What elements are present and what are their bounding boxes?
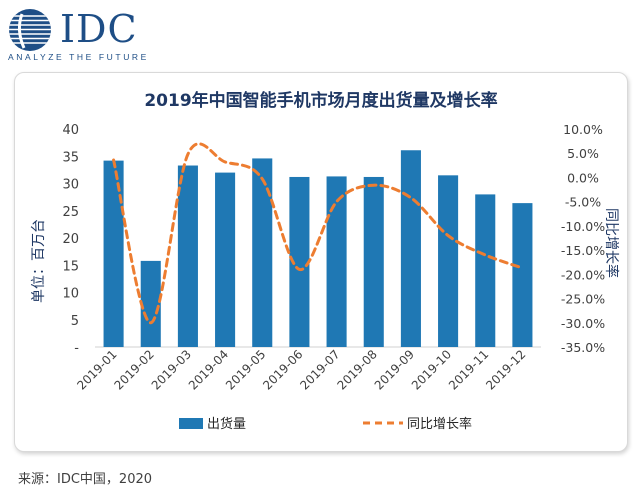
idc-globe-icon (9, 9, 51, 51)
y2-tick-label: -30.0% (561, 316, 605, 331)
y-tick-label: 35 (62, 150, 79, 165)
x-tick-label: 2019-11 (446, 347, 491, 392)
bar (177, 165, 198, 347)
bar (400, 150, 421, 347)
y2-tick-label: -20.0% (561, 267, 605, 282)
x-tick-label: 2019-06 (260, 347, 305, 392)
chart: 2019年中国智能手机市场月度出货量及增长率 2019-012019-02201… (31, 90, 620, 432)
x-tick-label: 2019-12 (483, 347, 528, 392)
logo-tagline: ANALYZE THE FUTURE (8, 52, 149, 62)
x-tick-label: 2019-03 (149, 347, 194, 392)
y2-tick-label: 10.0% (563, 122, 603, 137)
y2-tick-label: 0.0% (567, 170, 599, 185)
y-tick-label: - (74, 341, 79, 356)
x-tick-label: 2019-01 (74, 347, 119, 392)
bar (438, 175, 459, 347)
y2-axis-tick-labels: -35.0% -30.0% -25.0% -20.0% -15.0% -10.0% -5.0… (561, 122, 605, 355)
y-tick-label: 25 (62, 205, 79, 220)
y-tick-label: 5 (71, 314, 79, 329)
x-axis-tick-labels: 2019-012019-022019-032019-042019-052019-… (74, 347, 528, 392)
bar (475, 194, 496, 347)
bar (103, 160, 124, 347)
chart-title: 2019年中国智能手机市场月度出货量及增长率 (144, 90, 497, 111)
x-tick-label: 2019-10 (409, 347, 454, 392)
line-series (112, 142, 524, 325)
x-tick-label: 2019-05 (223, 347, 268, 392)
legend-swatch-bar (179, 418, 203, 429)
bar (363, 176, 384, 347)
y2-tick-label: 5.0% (567, 146, 599, 161)
legend-label-bar: 出货量 (207, 416, 246, 432)
y-tick-label: 10 (62, 287, 79, 302)
x-tick-label: 2019-02 (112, 347, 157, 392)
x-tick-label: 2019-09 (372, 347, 417, 392)
legend-label-line: 同比增长率 (407, 416, 472, 432)
y-tick-label: 15 (62, 259, 79, 274)
y-axis-label: 单位：百万台 (31, 219, 47, 303)
growth-rate-line (112, 142, 524, 325)
chart-panel: 2019年中国智能手机市场月度出货量及增长率 2019-01 2019-02 201… (14, 72, 628, 452)
bar (512, 203, 533, 347)
y-axis-tick-labels: - 5 10 15 20 25 30 35 40 (62, 123, 79, 356)
bar (326, 176, 347, 347)
bar (140, 260, 161, 347)
legend: 出货量 同比增长率 (179, 416, 472, 432)
x-tick-label: 2019-08 (335, 347, 380, 392)
idc-logo: IDC ANALYZE THE FUTURE (8, 6, 158, 66)
y2-axis-label: 同比增长率 (603, 208, 620, 278)
bar-series (103, 150, 533, 347)
y2-tick-label: -35.0% (561, 340, 605, 355)
y2-tick-label: -10.0% (561, 219, 605, 234)
source-note: 来源：IDC中国，2020 (18, 472, 153, 487)
x-tick-label: 2019-07 (297, 347, 342, 392)
bar (252, 158, 273, 347)
y-tick-label: 30 (62, 178, 79, 193)
bar (215, 172, 236, 347)
logo-wordmark: IDC (60, 7, 138, 51)
x-tick-label: 2019-04 (186, 347, 231, 392)
y2-tick-label: -15.0% (561, 243, 605, 258)
y2-tick-label: -25.0% (561, 292, 605, 307)
y2-tick-label: -5.0% (565, 195, 601, 210)
y-tick-label: 40 (62, 123, 79, 138)
bar (289, 176, 310, 347)
y-tick-label: 20 (62, 232, 79, 247)
